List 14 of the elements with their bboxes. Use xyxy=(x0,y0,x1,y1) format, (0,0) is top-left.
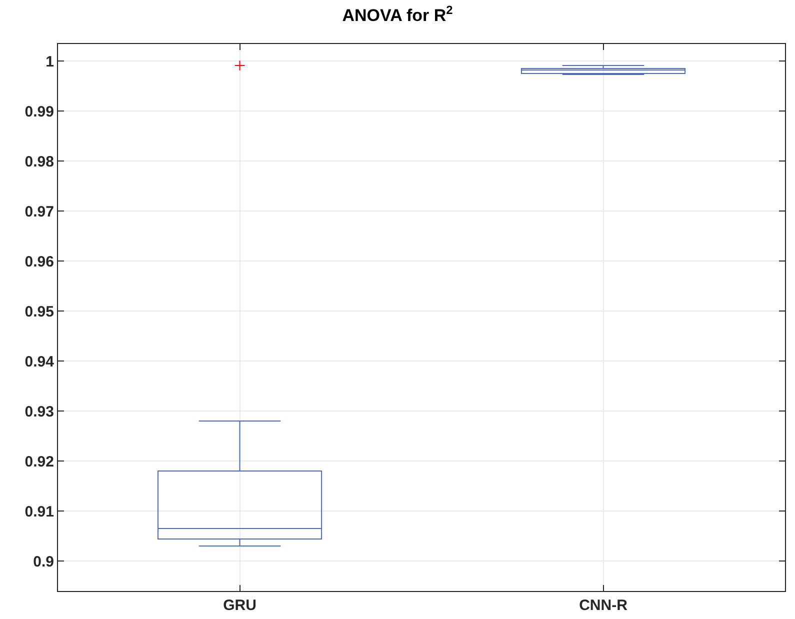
y-tick-label: 0.97 xyxy=(24,203,54,220)
y-tick-label: 1 xyxy=(46,53,54,70)
y-tick-label: 0.91 xyxy=(24,503,54,520)
x-tick-label: CNN-R xyxy=(579,597,628,614)
y-tick-label: 0.95 xyxy=(24,303,54,320)
y-tick-label: 0.99 xyxy=(24,103,54,120)
y-tick-label: 0.94 xyxy=(24,353,55,370)
chart-title: ANOVA for R$^{2}$ xyxy=(342,3,454,26)
x-tick-label: GRU xyxy=(223,597,256,614)
y-tick-label: 0.92 xyxy=(24,453,54,470)
y-tick-label: 0.98 xyxy=(24,153,54,170)
y-tick-label: 0.96 xyxy=(24,253,54,270)
y-tick-label: 0.93 xyxy=(24,403,54,420)
y-tick-label: 0.9 xyxy=(33,553,54,570)
